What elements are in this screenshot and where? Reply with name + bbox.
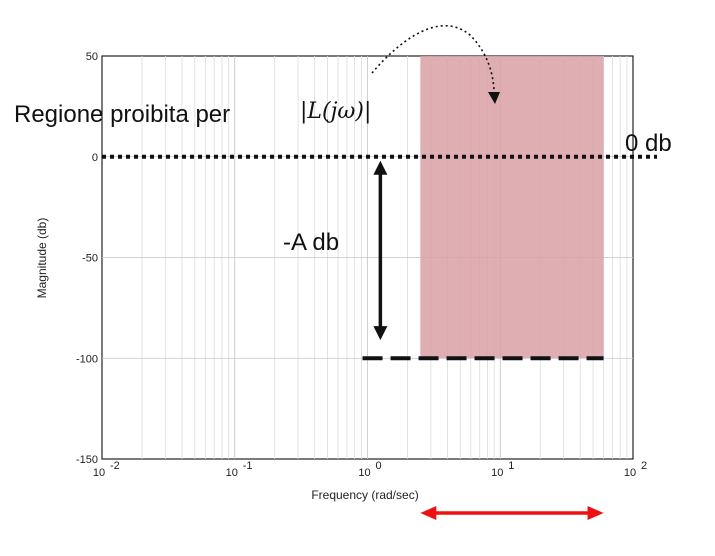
forbidden-region-math: |L(jω)| [300,99,371,124]
annotation-lines [102,154,657,520]
y-tick-label: 50 [86,51,98,63]
curved-pointer-arrow [371,24,495,101]
frequency-range-arrow-head-left [420,506,437,520]
x-tick-exponent: -1 [243,460,253,472]
x-tick-label: 10 [358,467,370,479]
forbidden-region [420,56,604,359]
x-tick-label: 10 [226,467,238,479]
minus-A-db-label: -A db [283,229,339,256]
frequency-range-arrow-head-right [587,506,604,520]
x-tick-exponent: 2 [641,460,647,472]
forbidden-region-layer [420,56,604,359]
A-arrow-head-bottom [373,326,388,341]
curved-pointer-arrowhead [488,92,500,104]
x-tick-exponent: 0 [376,460,382,472]
A-arrow-head-top [373,160,388,175]
x-tick-exponent: -2 [110,460,120,472]
y-tick-label: -100 [76,353,98,365]
x-tick-exponent: 1 [508,460,514,472]
x-tick-label: 10 [93,467,105,479]
x-tick-label: 10 [491,467,503,479]
y-tick-label: 0 [92,152,98,164]
axis-ticks: 10 -2 10 -1 10 0 10 1 10 2 50 0 -50 -100 -150 [76,51,647,479]
y-tick-label: -50 [82,253,98,265]
x-axis-label: Frequency (rad/sec) [311,488,418,502]
x-tick-label: 10 [624,467,636,479]
y-tick-label: -150 [76,454,98,466]
y-axis-label: Magnitude (db) [35,218,49,299]
zero-db-label: 0 db [625,130,672,157]
forbidden-region-label: Regione proibita per [14,101,230,128]
